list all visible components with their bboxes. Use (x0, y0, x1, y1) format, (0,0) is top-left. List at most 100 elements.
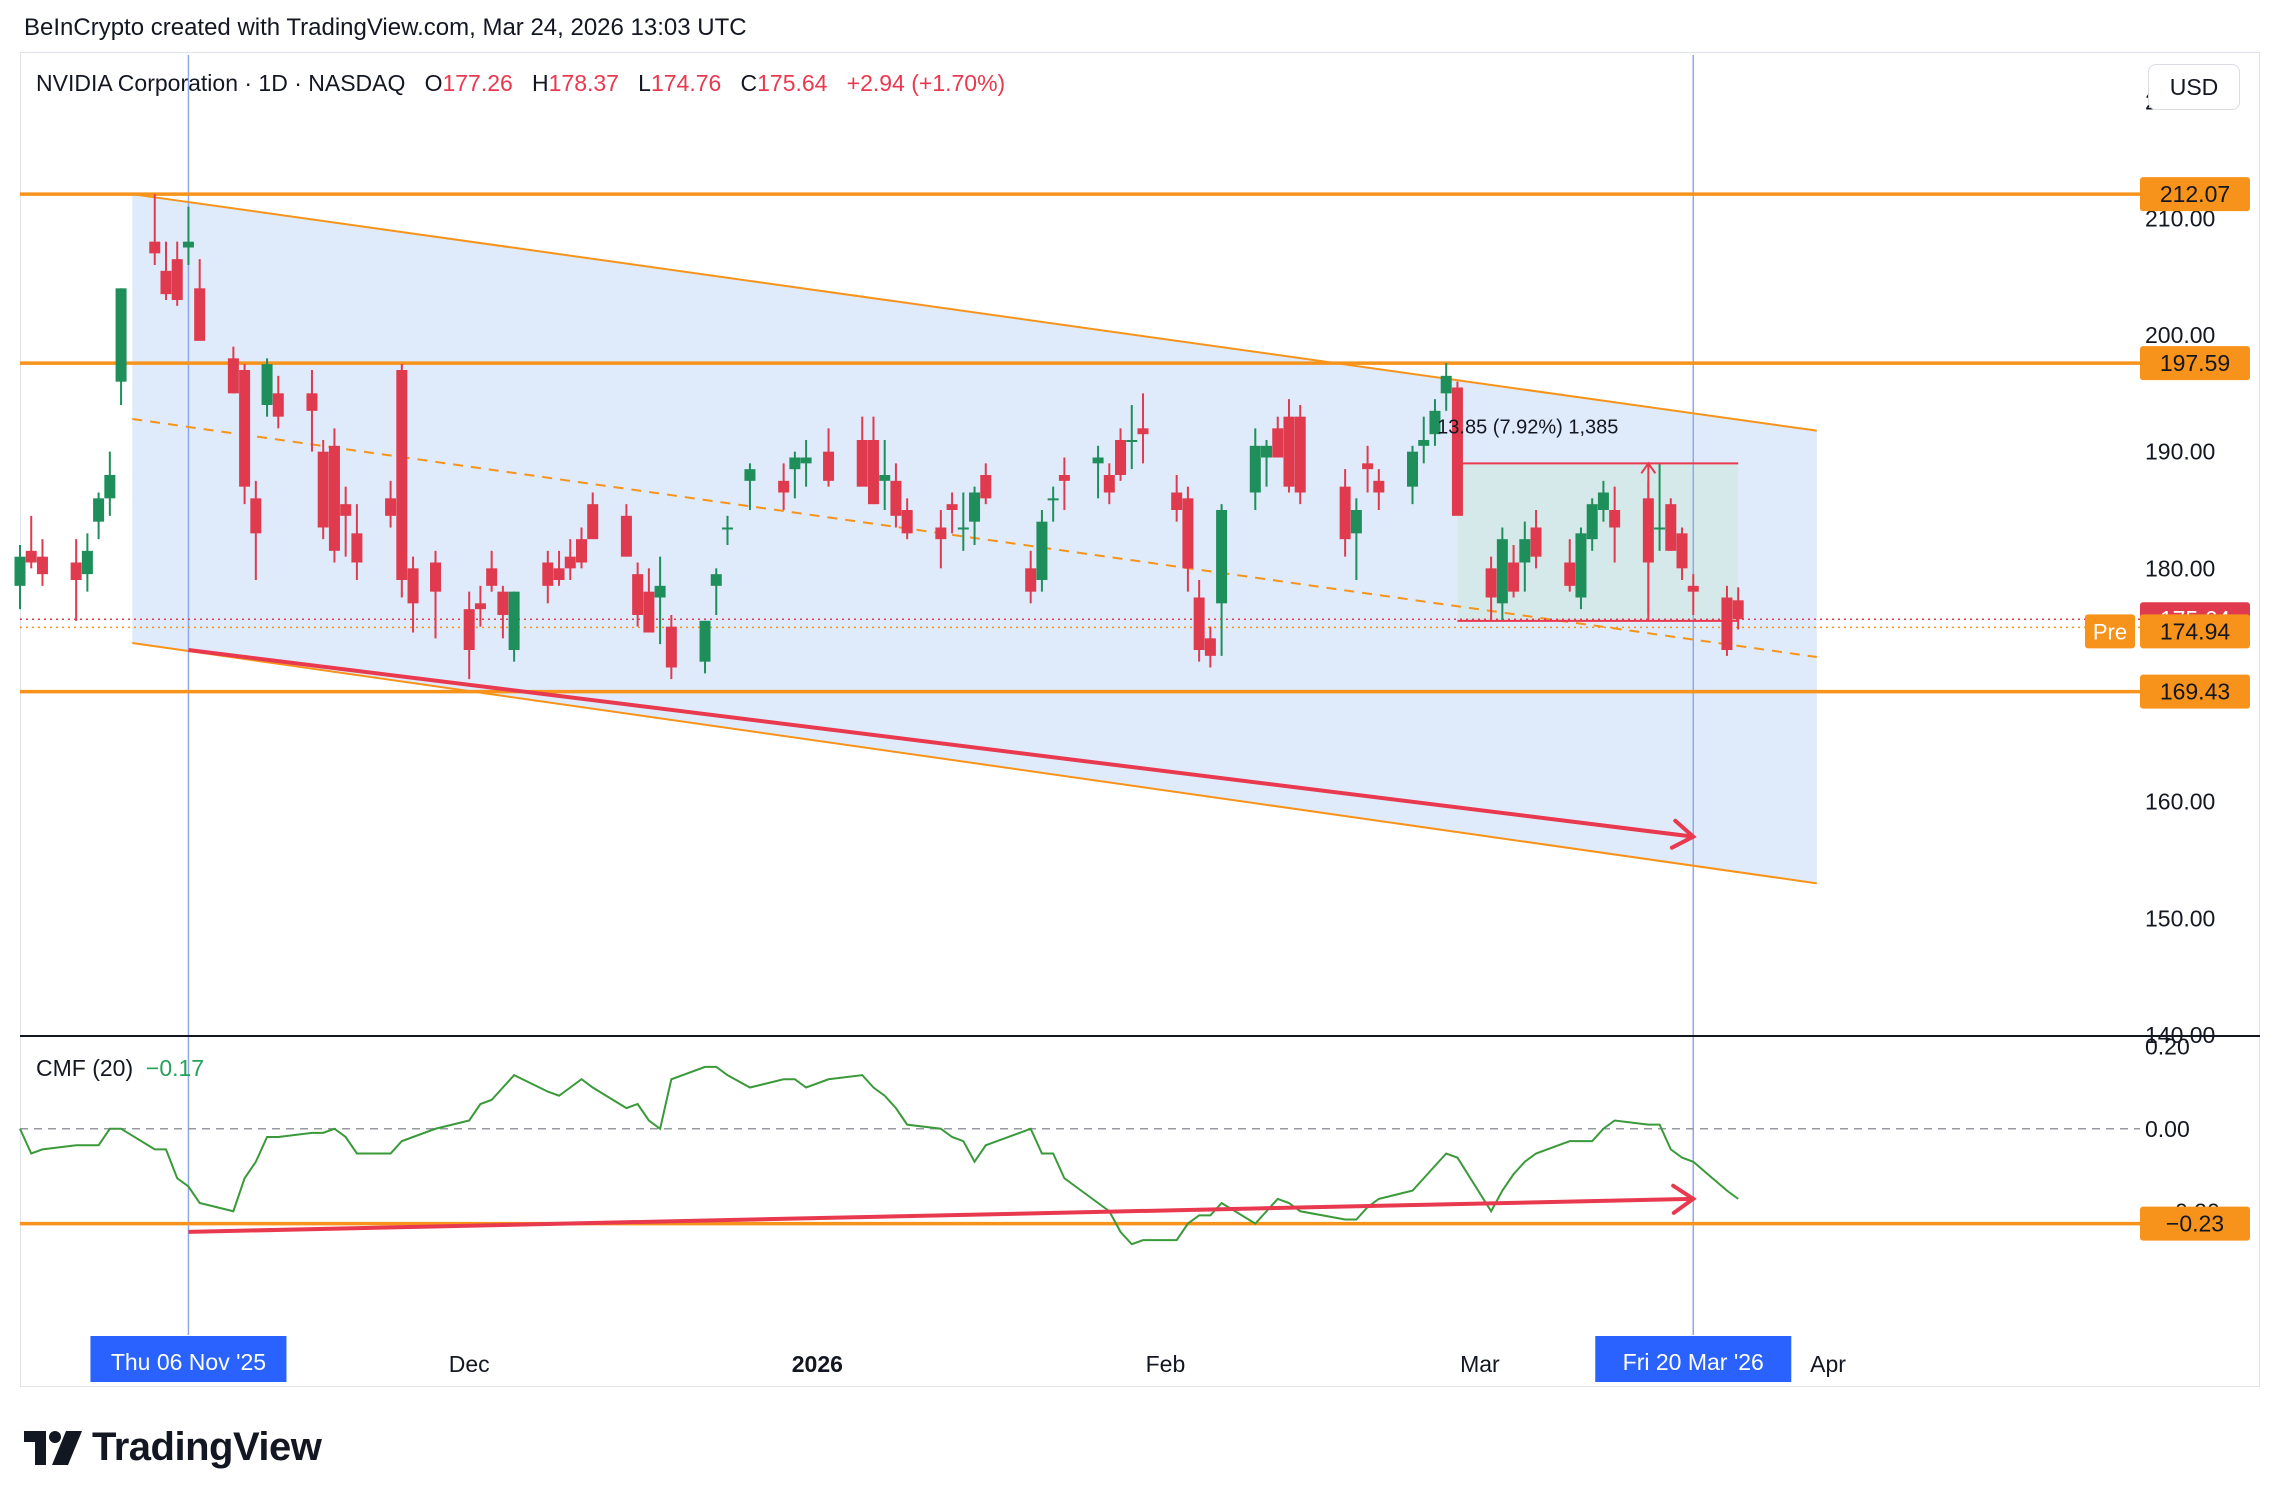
candle (553, 550, 565, 586)
candle (1350, 498, 1362, 580)
candle (1126, 405, 1138, 470)
x-tick-label: Mar (1460, 1351, 1500, 1377)
candle-body (1115, 440, 1127, 475)
candle-body (328, 445, 340, 551)
candle-body (70, 562, 82, 580)
candle-body (587, 504, 599, 540)
candle-body (407, 568, 419, 604)
candle (1597, 480, 1609, 522)
candle (1732, 587, 1744, 630)
candle-body (1283, 416, 1295, 487)
cmf-trend-arrow (188, 1196, 1694, 1234)
candle (1092, 445, 1104, 499)
pre-tag: Pre (2093, 619, 2127, 644)
candle-body (890, 480, 902, 516)
candle-body (1339, 486, 1351, 540)
candle-body (1193, 597, 1205, 650)
candle-body (1508, 562, 1520, 592)
candle (1047, 486, 1059, 522)
candle-body (1216, 510, 1228, 604)
symbol-label[interactable]: NVIDIA Corporation · 1D · NASDAQ (36, 70, 406, 96)
candle-body (980, 475, 992, 499)
candle (171, 241, 183, 306)
candle-body (1092, 457, 1104, 464)
level-badge-bg (2140, 346, 2250, 381)
candle-body (1429, 410, 1441, 435)
premarket-price-badge: 174.94 (2160, 618, 2231, 644)
cmf-level-badge: −0.23 (2166, 1211, 2224, 1237)
candle-body (272, 393, 284, 417)
candle-body (575, 539, 587, 563)
candle (856, 416, 868, 487)
candle-body (1519, 539, 1531, 563)
candle-body (946, 504, 958, 510)
candle (721, 515, 733, 545)
candle-body (351, 533, 363, 563)
candle-body (171, 259, 183, 300)
candle-body (1654, 527, 1666, 530)
candle-body (957, 527, 969, 530)
cmf-line (19, 1065, 1739, 1246)
candle (81, 533, 93, 592)
open-label: O (424, 70, 443, 96)
candle-body (969, 492, 981, 522)
tradingview-logo-icon (24, 1430, 82, 1465)
candle-body (935, 527, 947, 540)
candle (632, 562, 644, 627)
cmf-label[interactable]: CMF (20) (36, 1055, 134, 1081)
ohlc-legend: NVIDIA Corporation · 1D · NASDAQ O177.26… (36, 70, 1005, 97)
cmf-value: −0.17 (145, 1055, 205, 1081)
candle-body (1204, 638, 1216, 656)
candle (1272, 416, 1284, 458)
currency-button[interactable]: USD (2148, 64, 2240, 110)
high-value: 178.37 (548, 70, 619, 96)
candle-body (25, 550, 37, 563)
candle (1676, 527, 1688, 580)
tradingview-brand[interactable]: TradingView (24, 1425, 322, 1470)
candle-body (800, 457, 812, 464)
candle-body (227, 358, 239, 394)
cmf-trend-arrow-head (1671, 1183, 1697, 1215)
candle-body (643, 591, 655, 633)
candle-body (1530, 527, 1542, 557)
candle (823, 428, 835, 487)
candle (969, 486, 981, 545)
candle (980, 463, 992, 505)
date-badge-bg (90, 1336, 287, 1382)
candle (1373, 469, 1385, 510)
candle (272, 375, 284, 429)
low-value: 174.76 (650, 70, 722, 96)
candle-body (1362, 463, 1374, 470)
candle (261, 358, 273, 417)
open-value: 177.26 (442, 70, 513, 96)
candle (800, 440, 812, 487)
candle (620, 504, 632, 557)
candle (1249, 428, 1261, 510)
x-tick-label: Apr (1810, 1351, 1846, 1377)
candle (115, 288, 127, 405)
channel-upper-line (132, 193, 1817, 432)
x-tick-label: Feb (1146, 1351, 1186, 1377)
candle-body (340, 504, 352, 516)
candle-body (1597, 492, 1609, 510)
candle (744, 463, 756, 510)
y-tick-label: 150.00 (2145, 905, 2215, 931)
candle-body (486, 568, 498, 586)
candle-body (867, 440, 879, 505)
candle (946, 492, 958, 534)
candle (474, 585, 486, 627)
candle (1182, 486, 1194, 592)
cmf-legend: CMF (20) −0.17 (36, 1055, 204, 1082)
candle-body (856, 440, 868, 487)
candle (1519, 521, 1531, 592)
candle-body (1564, 562, 1576, 586)
candle (317, 440, 329, 540)
candle-body (115, 288, 127, 382)
candle (396, 364, 408, 598)
chart-frame (20, 52, 2260, 1387)
candle-body (699, 620, 711, 662)
candle-body (1036, 521, 1048, 580)
candle (1115, 428, 1127, 481)
candle (1665, 498, 1677, 551)
